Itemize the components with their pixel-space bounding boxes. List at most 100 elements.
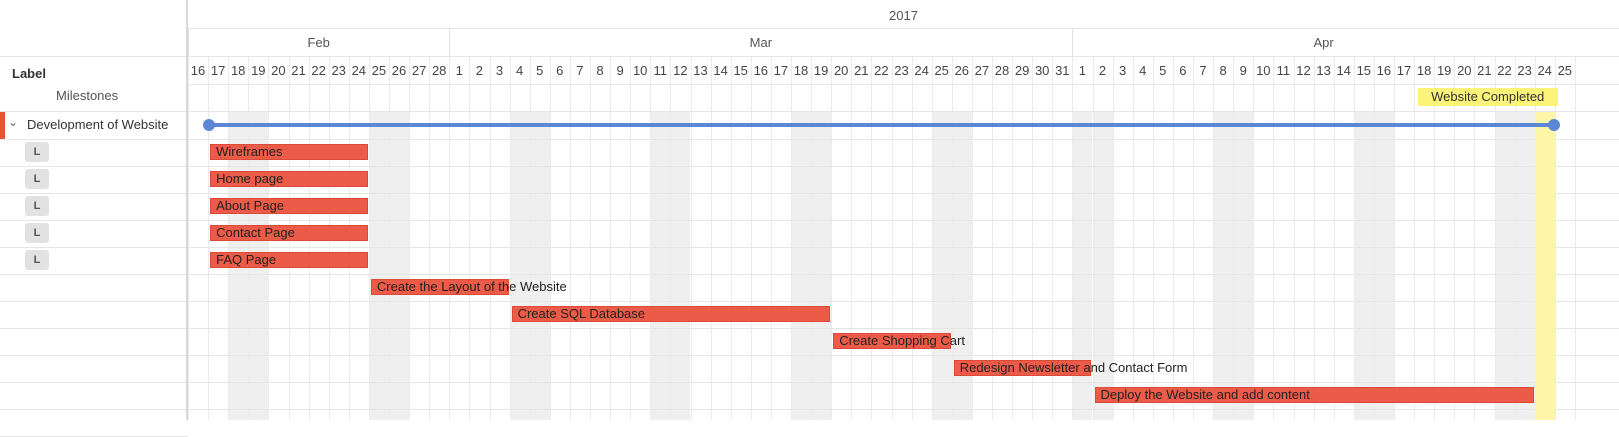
day-header: 2: [1098, 63, 1107, 78]
day-header: 24: [914, 63, 929, 78]
day-header: 6: [1179, 63, 1187, 78]
day-header: 26: [954, 63, 970, 78]
day-header: 28: [431, 63, 447, 78]
day-header: 5: [536, 63, 544, 78]
level-badge[interactable]: L: [25, 196, 49, 216]
day-header: 29: [1014, 63, 1030, 78]
day-header: 25: [371, 63, 387, 78]
day-header: 28: [994, 63, 1010, 78]
weekend-column: [1514, 112, 1535, 420]
day-header: 16: [753, 63, 769, 78]
task-label: Home page: [216, 171, 284, 186]
day-header: 19: [1436, 63, 1452, 78]
task-bar[interactable]: [1094, 387, 1534, 403]
day-header: 20: [271, 63, 286, 78]
day-header: 27: [411, 63, 427, 78]
task-bar[interactable]: [210, 225, 368, 241]
chevron-down-icon[interactable]: ⌄: [8, 115, 19, 129]
day-header: 13: [1316, 63, 1331, 78]
task-bar[interactable]: [210, 252, 368, 268]
milestone-label: Website Completed: [1431, 89, 1545, 104]
weekend-column: [529, 112, 550, 420]
day-header: 8: [1219, 63, 1227, 78]
day-header: 15: [1356, 63, 1372, 78]
gantt-timeline: 2017 Feb Mar Apr 16 17 18 19 20 21 22 23 24 25 26 27 2…: [188, 0, 1619, 420]
weekend-column: [1233, 112, 1254, 420]
weekend-column: [791, 112, 812, 420]
day-header: 23: [1517, 63, 1532, 78]
day-header: 25: [1557, 63, 1573, 78]
task-bar[interactable]: [210, 144, 368, 160]
day-header: 10: [1256, 63, 1271, 78]
level-badge[interactable]: L: [25, 250, 49, 270]
day-header: 20: [833, 63, 849, 78]
day-header: 12: [673, 63, 688, 78]
group-row-label[interactable]: Development of Website: [27, 117, 169, 132]
day-header: 16: [190, 63, 206, 78]
weekend-column: [931, 112, 952, 420]
task-bar[interactable]: [370, 279, 509, 295]
day-header: 19: [813, 63, 829, 78]
milestone-website-completed[interactable]: Website Completed: [1417, 88, 1558, 106]
panel-divider[interactable]: [186, 0, 188, 420]
day-header: 22: [1497, 63, 1512, 78]
month-header: Mar: [749, 35, 773, 50]
task-label: FAQ Page: [216, 252, 277, 267]
task-bar[interactable]: [210, 171, 368, 187]
day-header: 24: [1537, 63, 1552, 78]
day-header: 18: [230, 63, 246, 78]
task-label: Create SQL Database: [517, 306, 646, 321]
task-label: Deploy the Website and add content: [1100, 387, 1310, 402]
month-header: Feb: [307, 35, 330, 50]
today-highlight: [1534, 112, 1555, 420]
day-header: 1: [455, 63, 463, 78]
day-header: 10: [632, 63, 648, 78]
task-label: Create Shopping Cart: [839, 333, 965, 348]
day-header: 24: [351, 63, 367, 78]
weekend-column: [811, 112, 832, 420]
weekend-column: [1213, 112, 1234, 420]
day-header: 15: [733, 63, 748, 78]
day-header: 27: [974, 63, 990, 78]
group-summary-bar[interactable]: [203, 119, 1560, 131]
day-header: 1: [1078, 63, 1086, 78]
day-header: 14: [1336, 63, 1351, 78]
task-bar[interactable]: [511, 306, 831, 322]
day-header: 22: [874, 63, 889, 78]
group-bar-endpoint[interactable]: [203, 119, 216, 131]
day-header: 2: [475, 63, 483, 78]
day-header: 3: [1118, 63, 1127, 78]
weekend-column: [1373, 112, 1394, 420]
level-badge[interactable]: L: [25, 142, 49, 162]
day-header: 9: [616, 63, 624, 78]
label-column-header[interactable]: Label: [12, 66, 46, 81]
day-header: 4: [515, 63, 524, 78]
level-badge[interactable]: L: [25, 169, 49, 189]
day-header: 5: [1159, 63, 1167, 78]
task-label: Redesign Newsletter and Contact Form: [959, 360, 1188, 375]
day-header: 30: [1034, 63, 1050, 78]
milestones-row-label: Milestones: [56, 88, 119, 103]
task-label: Contact Page: [216, 225, 295, 240]
task-label: About Page: [216, 198, 285, 213]
group-bar-endpoint[interactable]: [1547, 119, 1560, 131]
day-header: 17: [773, 63, 789, 78]
month-header: Apr: [1313, 35, 1334, 50]
day-header: 20: [1457, 63, 1472, 78]
day-header: 11: [653, 63, 668, 78]
weekend-column: [1494, 112, 1515, 420]
level-badge[interactable]: L: [25, 223, 49, 243]
day-header: 8: [596, 63, 604, 78]
task-bar[interactable]: [210, 198, 368, 214]
day-header: 17: [1396, 63, 1412, 78]
task-bar[interactable]: [953, 360, 1092, 376]
weekend-column: [1353, 112, 1374, 420]
weekend-column: [509, 112, 530, 420]
task-bar[interactable]: [833, 333, 951, 349]
day-header: 9: [1239, 63, 1247, 78]
day-header: 21: [291, 63, 306, 78]
day-header: 16: [1376, 63, 1392, 78]
left-header-spacer: [0, 0, 188, 57]
day-header: 13: [693, 63, 708, 78]
task-label: Create the Layout of the Website: [376, 279, 567, 294]
